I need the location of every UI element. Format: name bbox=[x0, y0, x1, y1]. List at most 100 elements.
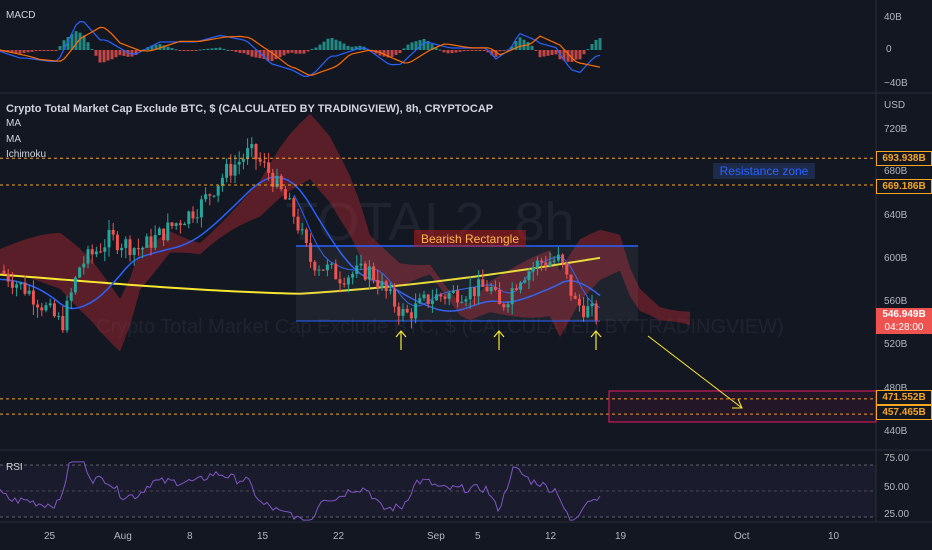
macd-histogram-bar bbox=[242, 50, 246, 54]
candle-body bbox=[414, 303, 418, 319]
macd-histogram-bar bbox=[394, 50, 398, 55]
candle-body bbox=[447, 292, 451, 299]
candle-body bbox=[48, 303, 52, 306]
macd-histogram-bar bbox=[478, 50, 482, 51]
candle-body bbox=[283, 189, 287, 200]
rsi-tick: 50.00 bbox=[884, 482, 910, 493]
macd-histogram-bar bbox=[458, 50, 462, 52]
candle-body bbox=[523, 280, 527, 283]
macd-histogram-bar bbox=[186, 50, 190, 51]
candle-body bbox=[174, 223, 178, 227]
macd-histogram-bar bbox=[218, 47, 222, 50]
macd-histogram-bar bbox=[246, 50, 250, 55]
macd-histogram-bar bbox=[86, 42, 90, 50]
macd-histogram-bar bbox=[182, 50, 186, 51]
macd-histogram-bar bbox=[66, 37, 70, 50]
candle-body bbox=[124, 239, 128, 248]
candle-body bbox=[199, 199, 203, 218]
macd-histogram-bar bbox=[554, 50, 558, 55]
candle-body bbox=[502, 304, 506, 308]
level-tag: 457.465B bbox=[876, 405, 932, 420]
candle-body bbox=[212, 195, 216, 197]
price-tick: 520B bbox=[884, 339, 908, 350]
candle-body bbox=[27, 290, 31, 294]
candle-body bbox=[552, 260, 556, 262]
macd-histogram-bar bbox=[514, 40, 518, 50]
rsi-tick: 25.00 bbox=[884, 509, 910, 520]
macd-histogram-bar bbox=[238, 50, 242, 53]
candle-body bbox=[325, 264, 329, 271]
candle-body bbox=[141, 247, 145, 250]
candle-body bbox=[569, 274, 573, 296]
price-tick: 680B bbox=[884, 166, 908, 177]
candle-body bbox=[82, 263, 86, 268]
macd-histogram-bar bbox=[178, 50, 182, 51]
chart-title[interactable]: Crypto Total Market Cap Exclude BTC, $ (… bbox=[6, 103, 494, 115]
candle-body bbox=[246, 148, 250, 159]
rsi-title[interactable]: RSI bbox=[6, 462, 23, 473]
level-tag: 471.552B bbox=[876, 390, 932, 405]
support-arrow[interactable] bbox=[493, 330, 505, 350]
macd-histogram-bar bbox=[462, 50, 466, 52]
candle-body bbox=[548, 261, 552, 267]
macd-histogram-bar bbox=[442, 50, 446, 53]
candle-body bbox=[31, 290, 35, 305]
level-tag: 669.186B bbox=[876, 179, 932, 194]
macd-panel bbox=[0, 20, 602, 77]
macd-histogram-bar bbox=[446, 50, 450, 54]
macd-histogram-bar bbox=[322, 41, 326, 50]
candle-body bbox=[275, 175, 279, 187]
macd-histogram-bar bbox=[82, 35, 86, 50]
macd-histogram-bar bbox=[222, 48, 226, 50]
macd-histogram-bar bbox=[46, 50, 50, 51]
macd-histogram-bar bbox=[154, 44, 158, 50]
indicator-ma-2[interactable]: MA bbox=[6, 134, 21, 145]
macd-histogram-bar bbox=[354, 46, 358, 50]
candle-body bbox=[40, 307, 44, 311]
support-arrow[interactable] bbox=[590, 330, 602, 350]
macd-histogram-bar bbox=[582, 50, 586, 55]
macd-histogram-bar bbox=[198, 49, 202, 51]
macd-histogram-bar bbox=[270, 50, 274, 62]
macd-histogram-bar bbox=[590, 43, 594, 50]
candle-body bbox=[99, 251, 103, 253]
macd-histogram-bar bbox=[438, 49, 442, 51]
candle-body bbox=[191, 211, 195, 219]
macd-histogram-bar bbox=[70, 33, 74, 50]
projection-arrow[interactable] bbox=[647, 335, 743, 409]
macd-histogram-bar bbox=[570, 50, 574, 62]
macd-title[interactable]: MACD bbox=[6, 10, 36, 21]
candle-body bbox=[510, 288, 514, 305]
watermark-sub: Crypto Total Market Cap Exclude BTC, $ (… bbox=[96, 316, 784, 338]
support-arrow[interactable] bbox=[395, 330, 407, 350]
macd-histogram-bar bbox=[130, 50, 134, 57]
macd-tick: 0 bbox=[886, 44, 892, 55]
candle-body bbox=[367, 266, 371, 280]
candle-body bbox=[204, 194, 208, 200]
macd-histogram-bar bbox=[434, 46, 438, 50]
indicator-ichimoku[interactable]: Ichimoku bbox=[6, 149, 47, 159]
candle-body bbox=[468, 287, 472, 300]
macd-histogram-bar bbox=[402, 48, 406, 50]
rsi-panel bbox=[0, 461, 601, 521]
candle-body bbox=[590, 303, 594, 307]
indicator-ma-1[interactable]: MA bbox=[6, 118, 21, 129]
macd-histogram-bar bbox=[234, 50, 238, 52]
macd-histogram-bar bbox=[50, 50, 54, 51]
candle-body bbox=[73, 277, 77, 293]
macd-histogram-bar bbox=[534, 50, 538, 51]
macd-histogram-bar bbox=[106, 50, 110, 61]
target-zone-box[interactable] bbox=[608, 390, 877, 423]
macd-histogram-bar bbox=[38, 50, 42, 51]
macd-histogram-bar bbox=[294, 50, 298, 54]
candle-body bbox=[86, 249, 90, 264]
macd-histogram-bar bbox=[474, 50, 478, 51]
countdown-tag: 04:28:00 bbox=[876, 321, 932, 334]
price-levels bbox=[0, 157, 876, 415]
macd-histogram-bar bbox=[422, 38, 426, 50]
candle-body bbox=[10, 281, 14, 288]
candle-body bbox=[519, 282, 523, 290]
candle-body bbox=[309, 243, 313, 262]
candle-body bbox=[78, 267, 82, 278]
